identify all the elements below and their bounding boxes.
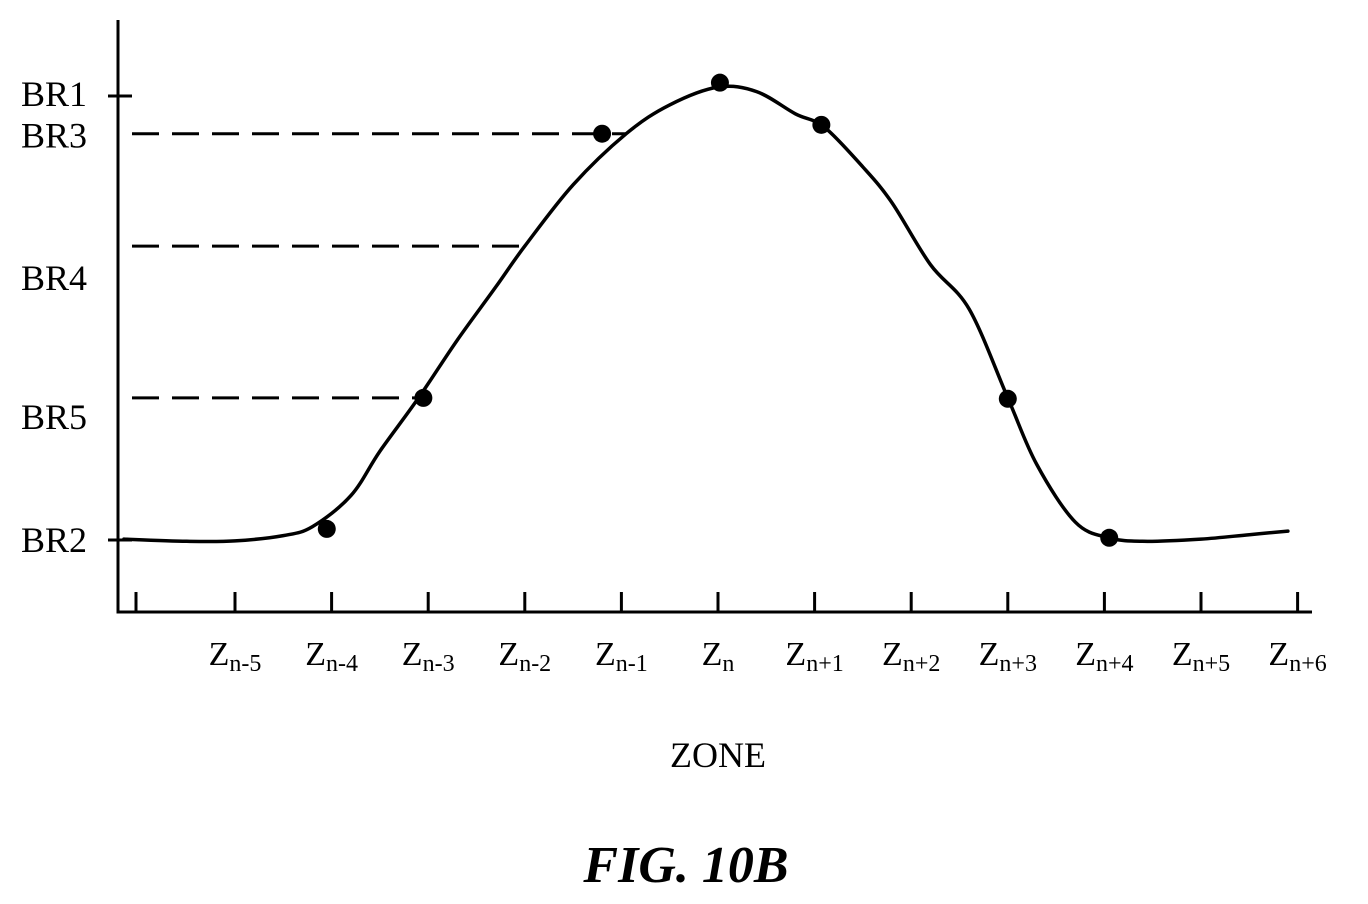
data-point-0 bbox=[317, 519, 336, 538]
x-tick-label-n+1: Zn+1 bbox=[785, 636, 843, 677]
x-axis-title: ZONE bbox=[670, 735, 766, 775]
x-tick-label-n-3: Zn-3 bbox=[402, 636, 455, 677]
y-ticks bbox=[108, 94, 132, 542]
x-tick-label-n-5: Zn-5 bbox=[209, 636, 262, 677]
y-level-label-br2: BR2 bbox=[21, 520, 87, 560]
data-points bbox=[317, 73, 1119, 547]
data-point-3 bbox=[710, 73, 729, 92]
x-tick-label-n-2: Zn-2 bbox=[498, 636, 551, 677]
x-tick-label-n+2: Zn+2 bbox=[882, 636, 940, 677]
x-ticks bbox=[134, 592, 1300, 612]
data-point-1 bbox=[414, 388, 433, 407]
data-point-4 bbox=[812, 115, 831, 134]
x-tick-label-n-1: Zn-1 bbox=[595, 636, 648, 677]
y-level-label-br3: BR3 bbox=[21, 116, 87, 156]
data-point-6 bbox=[1100, 528, 1119, 547]
x-tick-label-n+6: Zn+6 bbox=[1268, 636, 1326, 677]
y-level-label-br1: BR1 bbox=[21, 74, 87, 114]
series-line-0 bbox=[122, 84, 1290, 544]
x-tick-labels: Zn-5 Zn-4 Zn-3 Zn-2 Zn-1 Zn Zn+1 Zn+2 Zn+3 Zn+4 Zn… bbox=[209, 636, 1327, 677]
x-tick-label-n-4: Zn-4 bbox=[305, 636, 358, 677]
y-level-label-br4: BR4 bbox=[21, 258, 87, 298]
axes bbox=[116, 20, 1312, 614]
y-level-label-br5: BR5 bbox=[21, 397, 87, 437]
figure-caption: FIG. 10B bbox=[582, 837, 788, 894]
curve-layer bbox=[122, 84, 1290, 544]
x-tick-label-n+5: Zn+5 bbox=[1172, 636, 1230, 677]
x-tick-label-n: Zn bbox=[702, 636, 735, 677]
data-point-2 bbox=[593, 124, 612, 143]
dashed-guides bbox=[132, 132, 627, 400]
x-tick-label-n+4: Zn+4 bbox=[1075, 636, 1133, 677]
data-point-5 bbox=[998, 389, 1017, 408]
x-tick-label-n+3: Zn+3 bbox=[979, 636, 1037, 677]
